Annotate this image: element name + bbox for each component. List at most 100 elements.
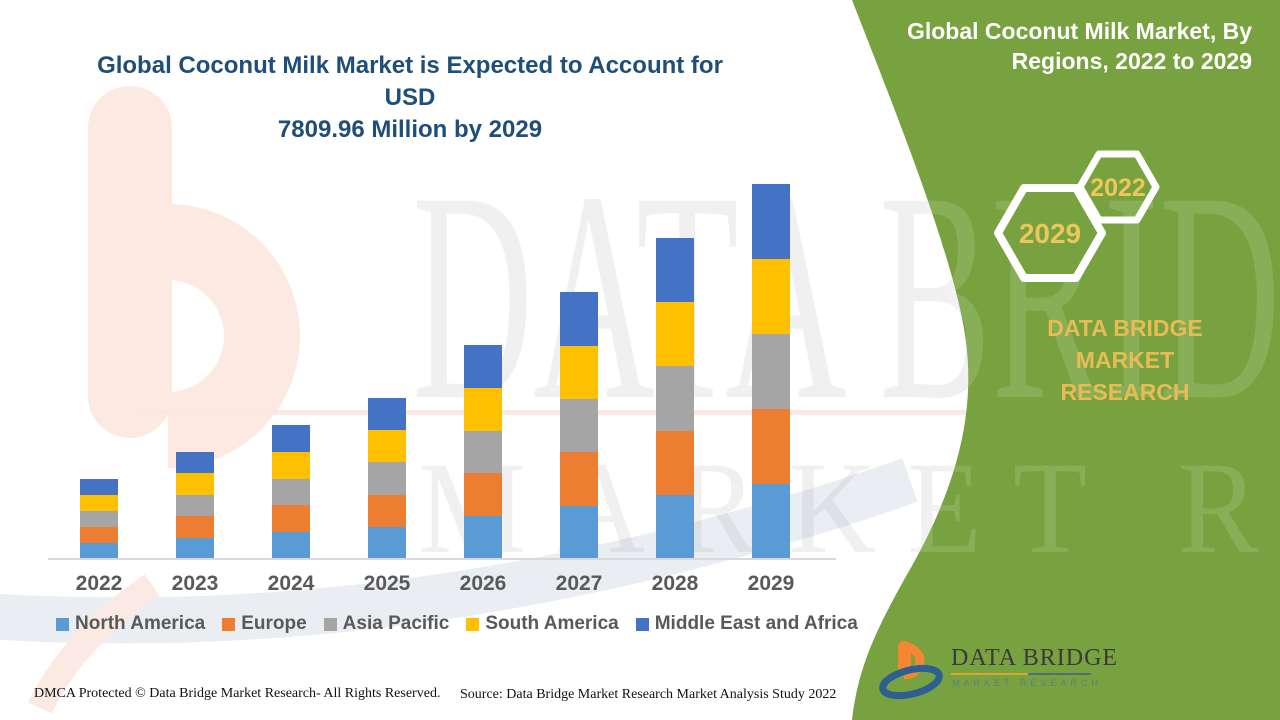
bar-segment-2024-europe [272, 505, 310, 533]
x-axis-labels: 2022 2023 2024 2025 2026 2027 2028 2029 [0, 572, 900, 600]
bar-segment-2022-middle-east-and-africa [80, 479, 118, 496]
bar-segment-2024-south-america [272, 451, 310, 479]
bar-segment-2023-asia-pacific [176, 494, 214, 517]
brand-wordmark-line1: DATA BRIDGE MARKET [1047, 315, 1203, 373]
year-hexagons: 2022 2029 [994, 150, 1160, 282]
bar-segment-2024-north-america [272, 532, 310, 559]
data-bridge-logo-icon [879, 641, 943, 700]
brand-wordmark: DATA BRIDGE MARKET RESEARCH [998, 312, 1252, 408]
bar-segment-2029-south-america [752, 259, 790, 335]
bar-segment-2024-asia-pacific [272, 478, 310, 506]
side-panel-heading-line1: Global Coconut Milk Market, By [906, 18, 1252, 44]
bar-segment-2027-south-america [560, 345, 598, 399]
hexagon-2029-outline [994, 184, 1106, 282]
bar-segment-2026-north-america [464, 516, 502, 559]
side-panel-heading: Global Coconut Milk Market, By Regions, … [832, 16, 1252, 76]
x-axis-label-2029: 2029 [747, 572, 795, 595]
chart-legend: North America Europe Asia Pacific South Ame… [56, 613, 875, 635]
legend-item-europe: Europe [222, 613, 307, 635]
dmca-notice: DMCA Protected © Data Bridge Market Rese… [34, 686, 441, 701]
legend-swatch [56, 617, 69, 631]
bar-2029 [752, 184, 790, 559]
brand-wordmark-line2: RESEARCH [1060, 379, 1190, 405]
bar-segment-2026-south-america [464, 387, 502, 431]
bar-2025 [368, 397, 406, 559]
bar-segment-2029-middle-east-and-africa [752, 184, 790, 260]
bar-segment-2026-europe [464, 473, 502, 517]
legend-item-north-america: North America [56, 613, 205, 635]
hexagon-2029: 2029 [994, 184, 1106, 282]
bar-2024 [272, 425, 310, 559]
bar-segment-2023-north-america [176, 537, 214, 559]
bar-segment-2022-south-america [80, 495, 118, 512]
watermark-b-bowl [166, 204, 300, 468]
bar-segment-2029-north-america [752, 484, 790, 559]
x-axis-label-2022: 2022 [75, 572, 123, 595]
side-panel-heading-line2: Regions, 2022 to 2029 [1011, 48, 1252, 74]
chart-title: Global Coconut Milk Market is Expected t… [70, 50, 750, 146]
hexagon-2022-label: 2022 [1090, 174, 1146, 202]
bar-2026 [464, 345, 502, 559]
watermark-swoosh-small [28, 574, 160, 714]
bar-segment-2028-europe [656, 430, 694, 495]
chart-title-line1: Global Coconut Milk Market is Expected t… [97, 52, 723, 111]
bar-segment-2028-north-america [656, 494, 694, 559]
bar-2027 [560, 292, 598, 559]
logo-title: DATA BRIDGE [951, 645, 1119, 671]
legend-label: Asia Pacific [342, 613, 450, 634]
bar-segment-2025-asia-pacific [368, 462, 406, 495]
bar-segment-2022-north-america [80, 543, 118, 559]
chart-title-line2: 7809.96 Million by 2029 [277, 116, 543, 143]
side-panel-shape [852, 0, 1280, 720]
bar-segment-2023-europe [176, 516, 214, 538]
bar-segment-2024-middle-east-and-africa [272, 425, 310, 452]
bar-segment-2028-south-america [656, 302, 694, 367]
legend-label: South America [485, 613, 619, 634]
x-axis-label-2027: 2027 [555, 572, 603, 595]
bar-2023 [176, 451, 214, 559]
x-axis-label-2026: 2026 [459, 572, 507, 595]
bar-segment-2028-middle-east-and-africa [656, 238, 694, 303]
source-note: Source: Data Bridge Market Research Mark… [460, 687, 837, 702]
legend-item-asia-pacific: Asia Pacific [323, 613, 450, 635]
x-axis-line [48, 558, 836, 560]
bar-segment-2025-south-america [368, 430, 406, 463]
x-axis-label-2023: 2023 [171, 572, 219, 595]
watermark-underline [140, 410, 1150, 415]
logo-d-swoosh [879, 664, 943, 700]
bar-segment-2027-middle-east-and-africa [560, 292, 598, 346]
bar-segment-2022-asia-pacific [80, 511, 118, 528]
bar-segment-2029-asia-pacific [752, 334, 790, 410]
x-axis-label-2025: 2025 [363, 572, 411, 595]
legend-label: North America [75, 613, 206, 634]
bar-2028 [656, 238, 694, 559]
bar-segment-2025-north-america [368, 526, 406, 559]
bar-segment-2028-asia-pacific [656, 366, 694, 431]
bar-segment-2026-middle-east-and-africa [464, 345, 502, 388]
bar-segment-2026-asia-pacific [464, 430, 502, 474]
legend-swatch [635, 617, 649, 631]
x-axis-label-2024: 2024 [267, 572, 315, 595]
bar-2022 [80, 479, 118, 559]
legend-item-middle-east-and-africa: Middle East and Africa [635, 613, 858, 635]
bar-segment-2027-north-america [560, 505, 598, 559]
bar-segment-2027-asia-pacific [560, 398, 598, 453]
bar-segment-2022-europe [80, 527, 118, 544]
legend-swatch [222, 617, 236, 631]
bar-segment-2029-europe [752, 409, 790, 485]
legend-label: Europe [241, 613, 307, 634]
bar-segment-2025-europe [368, 494, 406, 527]
bar-segment-2027-europe [560, 452, 598, 506]
bar-segment-2023-south-america [176, 473, 214, 495]
hexagon-2029-label: 2029 [1019, 218, 1081, 249]
bar-segment-2023-middle-east-and-africa [176, 451, 214, 474]
bar-segment-2025-middle-east-and-africa [368, 397, 406, 431]
legend-swatch [466, 617, 480, 631]
watermark-b-stem [88, 86, 172, 438]
legend-label: Middle East and Africa [654, 613, 858, 634]
legend-item-south-america: South America [466, 613, 619, 635]
logo-subtitle: MARKET RESEARCH [952, 678, 1102, 688]
